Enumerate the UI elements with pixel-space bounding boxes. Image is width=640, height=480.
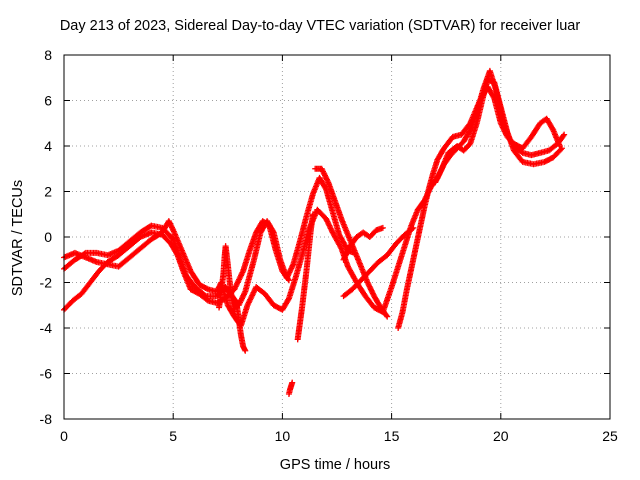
data-point-marker <box>383 312 390 319</box>
y-tick-label: -4 <box>40 320 53 336</box>
data-point-marker <box>242 347 249 354</box>
data-point-marker <box>285 276 292 283</box>
series-satellite-track-h <box>312 165 391 320</box>
x-axis-label: GPS time / hours <box>279 457 391 473</box>
y-axis-label: SDTVAR / TECUs <box>10 179 26 297</box>
data-point-marker <box>285 296 292 303</box>
plot-frame <box>63 54 611 420</box>
data-point-marker <box>203 285 210 292</box>
y-tick-label: 0 <box>44 229 52 245</box>
data-point-marker <box>409 225 416 232</box>
series-satellite-track-l <box>432 77 565 186</box>
data-markers <box>61 67 568 397</box>
data-point-marker <box>557 146 564 153</box>
data-point-marker <box>289 379 296 386</box>
x-tick-label: 0 <box>60 428 68 444</box>
x-tick-label: 5 <box>169 428 177 444</box>
y-tick-label: -8 <box>40 411 53 427</box>
y-tick-label: 2 <box>44 184 52 200</box>
axis-ticks: 0 5 10 15 20 25 -8 -6 -4 -2 0 2 4 6 8 <box>40 47 618 444</box>
data-point-marker <box>466 128 473 135</box>
data-point-marker <box>410 224 417 231</box>
data-point-marker <box>309 211 316 218</box>
data-point-marker <box>561 131 568 138</box>
x-tick-label: 20 <box>493 428 509 444</box>
data-point-marker <box>173 250 180 257</box>
series-satellite-track-f <box>285 379 296 397</box>
data-point-marker <box>384 313 391 320</box>
series-satellite-track-g <box>294 211 316 343</box>
y-tick-label: 8 <box>44 47 52 63</box>
chart-title: Day 213 of 2023, Sidereal Day-to-day VTE… <box>59 18 581 34</box>
data-point-marker <box>549 125 556 132</box>
series-satellite-track-i <box>340 224 386 263</box>
y-tick-label: -6 <box>40 366 53 382</box>
data-point-marker <box>337 244 344 251</box>
data-point-marker <box>379 224 386 231</box>
y-tick-label: 6 <box>44 93 52 109</box>
data-point-marker <box>560 132 567 139</box>
x-tick-label: 15 <box>384 428 400 444</box>
series-satellite-track-e <box>233 299 249 354</box>
series-satellite-track-d <box>216 243 238 313</box>
y-tick-label: -2 <box>40 275 53 291</box>
data-point-marker <box>558 145 565 152</box>
y-tick-label: 4 <box>44 138 52 154</box>
series-satellite-track-j <box>340 224 417 300</box>
x-tick-label: 25 <box>602 428 618 444</box>
x-tick-label: 10 <box>275 428 291 444</box>
data-point-marker <box>285 277 292 284</box>
